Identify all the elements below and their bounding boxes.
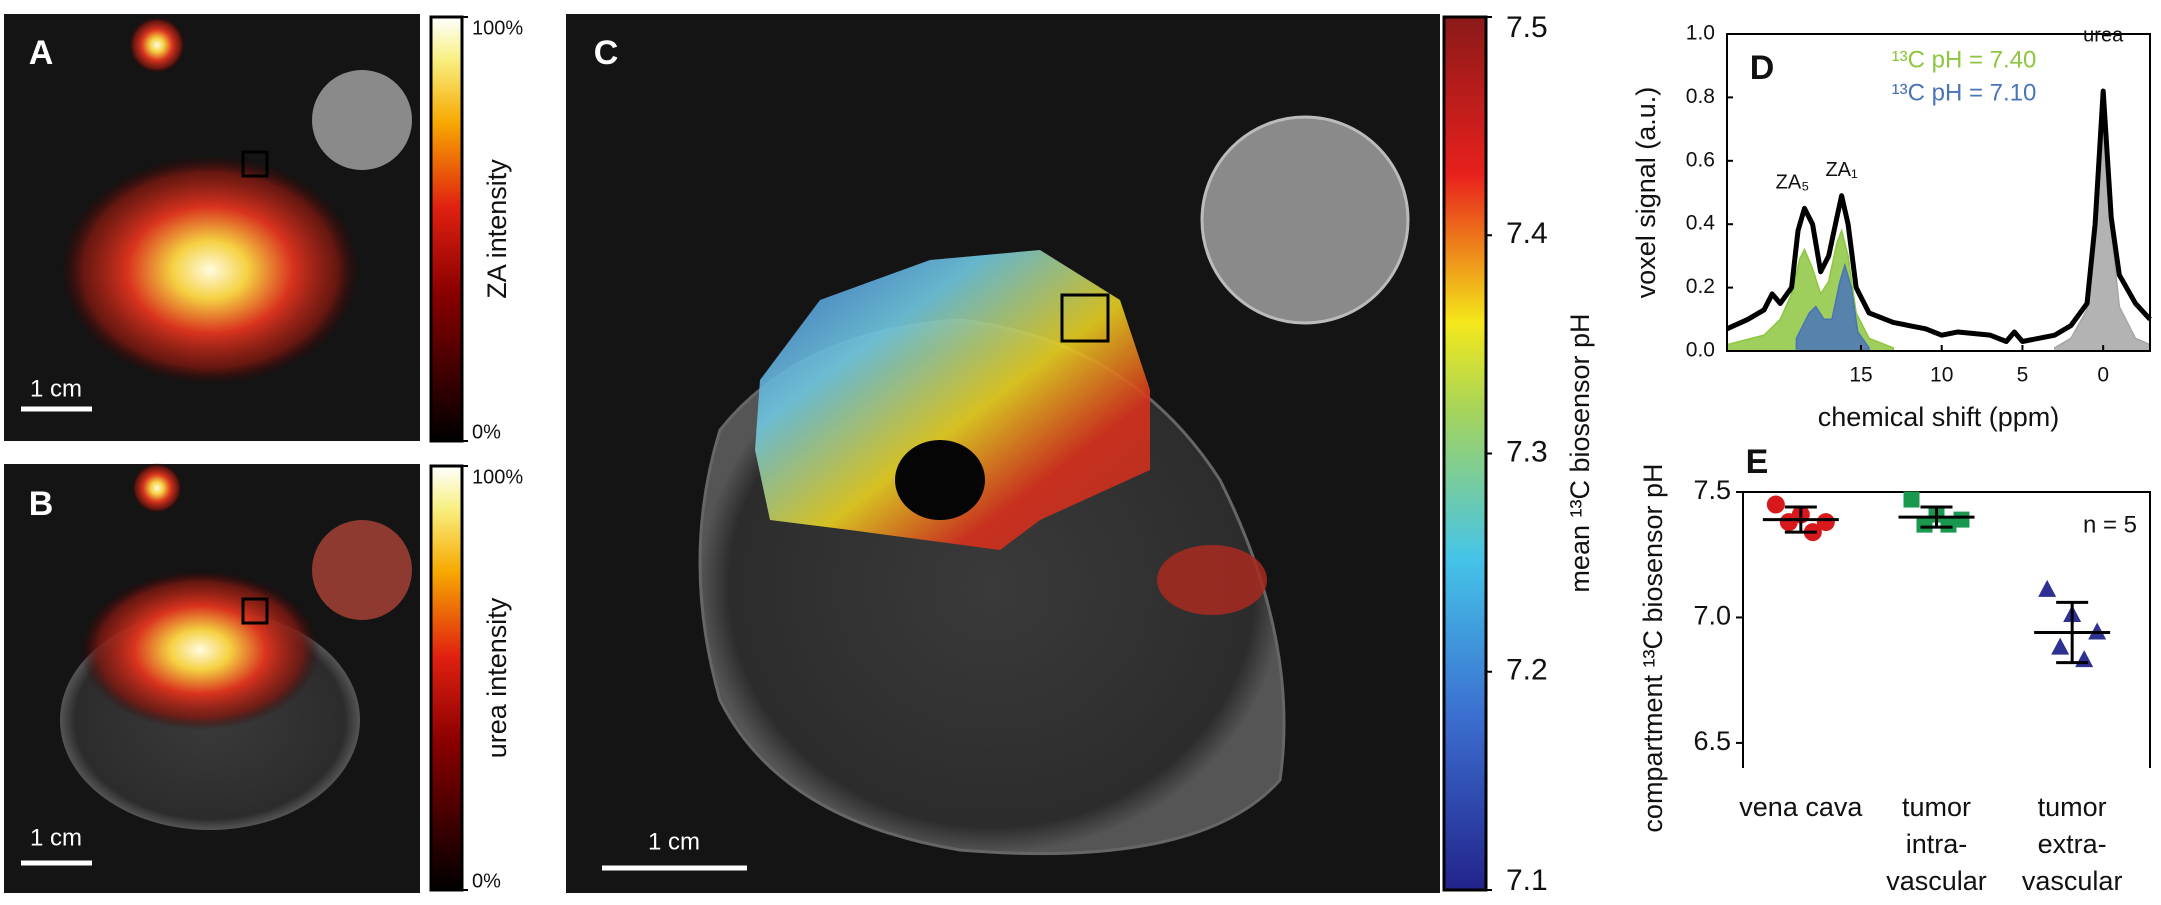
marker <box>1940 516 1957 533</box>
y-tick-label: 0.2 <box>1686 275 1715 298</box>
y-axis-label: compartment ¹³C biosensor pH <box>1638 463 1668 832</box>
heat-region <box>1157 545 1267 615</box>
panel-label: E <box>1746 443 1769 481</box>
phantom <box>312 70 412 170</box>
colorbar-label: urea intensity <box>482 597 512 758</box>
panel-label: D <box>1750 49 1775 87</box>
x-tick-label: intra- <box>1906 829 1968 859</box>
colorbar <box>1442 15 1488 892</box>
annotation: urea <box>2083 24 2124 46</box>
heat-region <box>60 155 360 385</box>
x-tick-label: 5 <box>2017 364 2029 387</box>
y-tick-label: 7.0 <box>1693 601 1731 631</box>
annotation: ZA₁ <box>1825 159 1858 181</box>
scale-bar-label: 1 cm <box>648 828 700 855</box>
x-axis-label: chemical shift (ppm) <box>1818 402 2060 432</box>
phantom <box>129 17 185 73</box>
x-tick-label: extra- <box>2038 829 2107 859</box>
scale-bar-label: 1 cm <box>30 375 82 402</box>
y-tick-label: 0.8 <box>1686 85 1715 108</box>
x-tick-label: 0 <box>2097 364 2109 387</box>
legend-entry: ¹³C pH = 7.10 <box>1892 79 2037 106</box>
panel-label: A <box>29 34 54 72</box>
marker <box>1816 513 1835 532</box>
x-tick-label: vena cava <box>1739 792 1863 822</box>
x-tick-label: vascular <box>2022 866 2123 896</box>
x-tick-label: 10 <box>1930 364 1953 387</box>
voxel-box <box>241 597 269 625</box>
phantom <box>312 520 412 620</box>
colorbar-tick-label: 7.5 <box>1506 11 1548 44</box>
y-tick-label: 0.4 <box>1686 212 1716 235</box>
colorbar-tick-label: 0% <box>472 870 501 892</box>
colorbar-tick-label: 7.2 <box>1506 654 1548 687</box>
vessel <box>895 440 985 520</box>
y-tick-label: 0.6 <box>1686 148 1715 171</box>
error-bar <box>1784 505 1817 534</box>
error-bar <box>2056 600 2089 665</box>
x-tick-label: tumor <box>2038 792 2107 822</box>
colorbar-tick-label: 7.1 <box>1506 864 1548 897</box>
colorbar-label: ZA intensity <box>482 159 512 299</box>
voxel-box <box>1060 293 1110 343</box>
colorbar-label: mean ¹³C biosensor pH <box>1565 313 1595 592</box>
colorbar-tick-label: 7.3 <box>1506 435 1548 468</box>
colorbar <box>429 464 464 892</box>
x-tick-label: 15 <box>1849 364 1872 387</box>
x-tick-label: tumor <box>1902 792 1971 822</box>
spectrum-line <box>1725 88 2152 344</box>
marker <box>2038 579 2057 597</box>
marker <box>1766 495 1785 514</box>
plot-frame <box>1726 33 2151 352</box>
colorbar-tick-label: 0% <box>472 421 501 443</box>
y-axis-label: voxel signal (a.u.) <box>1631 87 1661 299</box>
marker <box>1779 513 1798 532</box>
x-tick-label: vascular <box>1886 866 1987 896</box>
marker <box>1903 491 1920 508</box>
colorbar-tick-label: 7.4 <box>1506 217 1548 250</box>
ph-map <box>755 250 1150 550</box>
y-tick-label: 6.5 <box>1693 726 1731 756</box>
phantom <box>132 463 182 513</box>
annotation: n = 5 <box>2083 511 2137 538</box>
voxel-box <box>241 150 269 178</box>
panel-label: C <box>594 34 619 72</box>
scale-bar-label: 1 cm <box>30 824 82 851</box>
axes <box>1742 491 2151 768</box>
phantom <box>1200 115 1410 325</box>
marker <box>2075 650 2094 668</box>
annotation: ZA₅ <box>1776 172 1810 194</box>
heat-region <box>80 570 320 730</box>
colorbar-tick-label: 100% <box>472 466 523 488</box>
error-bar <box>1920 505 1953 529</box>
y-tick-label: 0.0 <box>1686 339 1715 362</box>
marker <box>2051 637 2070 655</box>
area <box>1795 262 1870 352</box>
marker <box>1916 516 1933 533</box>
panel-label: B <box>29 485 54 523</box>
colorbar-tick-label: 100% <box>472 17 523 39</box>
legend-entry: ¹³C pH = 7.40 <box>1892 46 2037 73</box>
y-tick-label: 7.5 <box>1693 475 1731 505</box>
colorbar <box>429 15 464 443</box>
y-tick-label: 1.0 <box>1686 22 1715 45</box>
